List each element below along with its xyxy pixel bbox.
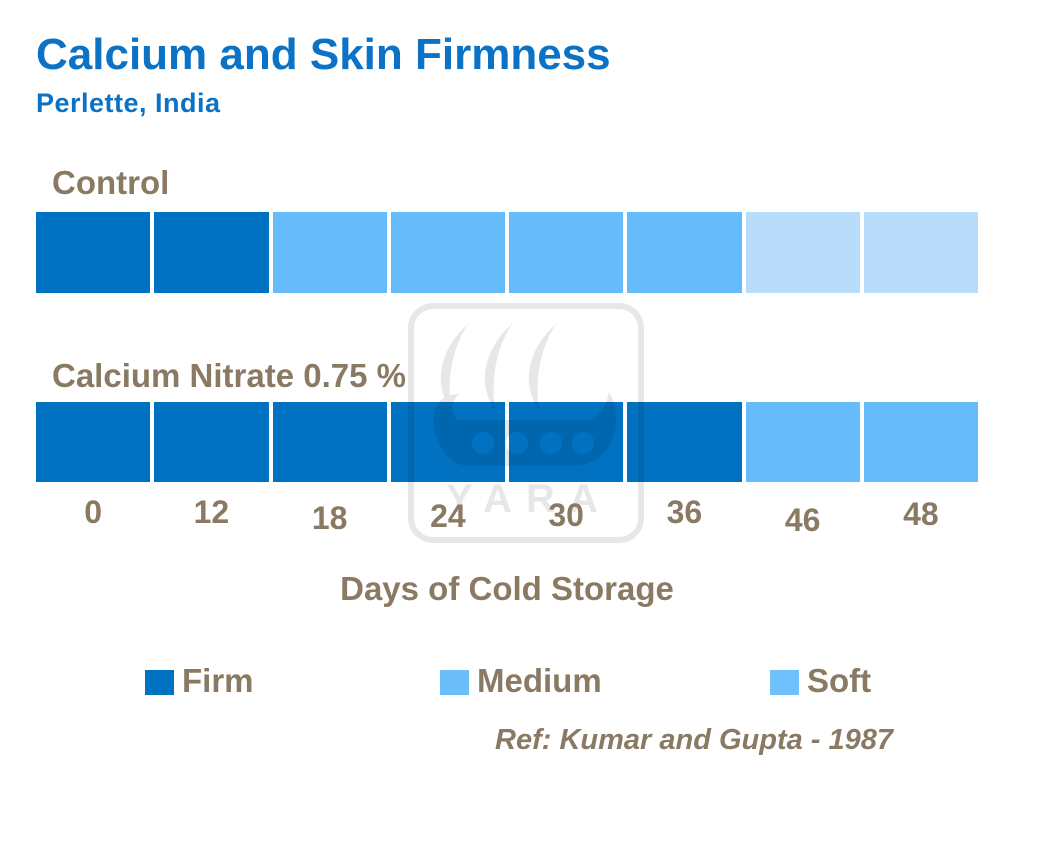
x-axis-tick-label: 46	[784, 502, 821, 538]
bar-row-control	[36, 212, 978, 293]
bar-segment-firm	[154, 402, 269, 482]
bar-segment-firm	[36, 212, 151, 293]
bar-row-treatment	[36, 402, 978, 482]
bar-segment-soft	[863, 212, 978, 293]
bar-segment-medium	[509, 212, 624, 293]
x-axis-tick: 18	[273, 494, 387, 536]
bar-segment-firm	[154, 212, 269, 293]
x-axis-tick: 0	[36, 494, 150, 531]
legend-swatch-firm	[145, 670, 174, 695]
bar-segment-firm	[390, 402, 505, 482]
legend: Firm Medium Soft	[0, 662, 1051, 704]
page-subtitle: Perlette, India	[36, 88, 221, 118]
x-axis-tick: 46	[746, 494, 860, 538]
viking-ship-icon	[433, 323, 617, 466]
bar-segment-medium	[390, 212, 505, 293]
x-axis-tick: 36	[627, 494, 741, 531]
watermark-border	[408, 303, 644, 543]
bar-segment-medium	[627, 212, 742, 293]
legend-item-firm: Firm	[145, 662, 254, 700]
bar-segment-firm	[272, 402, 387, 482]
legend-item-medium: Medium	[440, 662, 602, 700]
bar-segment-medium	[863, 402, 978, 482]
legend-item-soft: Soft	[770, 662, 871, 700]
bar-segment-soft	[745, 212, 860, 293]
x-axis-title: Days of Cold Storage	[340, 570, 674, 607]
bar-segment-firm	[627, 402, 742, 482]
yara-logo-watermark: YARA	[408, 303, 644, 543]
legend-label: Firm	[182, 662, 254, 699]
bar-segment-firm	[36, 402, 151, 482]
x-axis-tick: 30	[509, 494, 623, 533]
x-axis-tick-label: 18	[311, 500, 348, 536]
watermark-text: YARA	[446, 477, 612, 521]
x-axis-tick-label: 30	[548, 497, 584, 533]
x-axis-tick-label: 24	[430, 498, 466, 534]
x-axis-tick: 12	[154, 494, 268, 531]
x-axis-tick: 48	[864, 494, 978, 532]
x-axis-tick-label: 12	[193, 494, 230, 530]
x-axis-tick-label: 48	[903, 496, 939, 532]
x-axis-tick: 24	[391, 494, 505, 534]
bar-segment-medium	[272, 212, 387, 293]
reference-note: Ref: Kumar and Gupta - 1987	[495, 724, 894, 756]
legend-label: Soft	[807, 662, 872, 699]
legend-swatch-medium	[440, 670, 469, 695]
x-axis-tick-label: 36	[666, 494, 703, 530]
legend-swatch-soft	[770, 670, 799, 695]
x-axis-tick-label: 0	[84, 494, 103, 530]
bar-segment-firm	[509, 402, 624, 482]
row-label-treatment: Calcium Nitrate 0.75 %	[52, 357, 406, 394]
legend-label: Medium	[477, 662, 602, 699]
page-title: Calcium and Skin Firmness	[36, 30, 611, 79]
x-axis-labels: 0 12 18 24 30 36 46 48	[36, 494, 978, 538]
bar-segment-medium	[745, 402, 860, 482]
row-label-control: Control	[52, 164, 170, 201]
